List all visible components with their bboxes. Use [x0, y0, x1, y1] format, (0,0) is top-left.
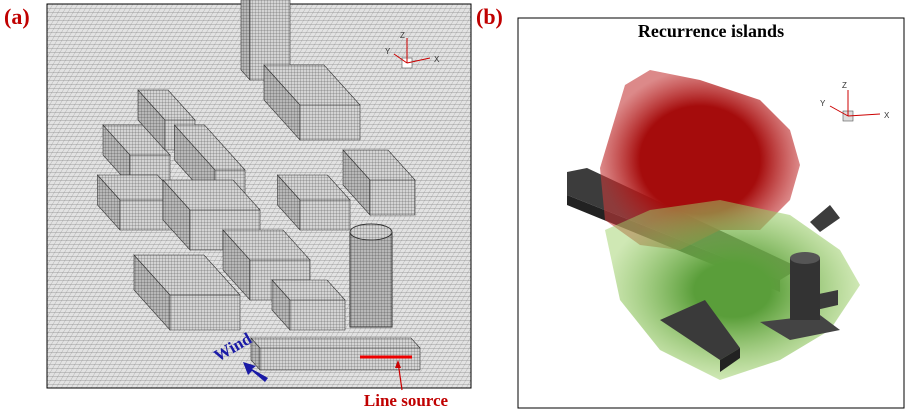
- source-label: Line source: [364, 391, 449, 410]
- axis-y: Y: [385, 47, 391, 56]
- cylinder: [350, 232, 392, 327]
- building-front: [300, 200, 350, 230]
- cylinder-top: [790, 252, 820, 264]
- figure: (a) Z X Y Wind Line source (b) Recurrenc…: [0, 0, 909, 414]
- axis-z: Z: [400, 31, 405, 40]
- panel-title: Recurrence islands: [638, 21, 784, 41]
- panel-label: (a): [4, 4, 30, 29]
- cylinder: [790, 258, 820, 320]
- building-front: [370, 180, 415, 215]
- building-side: [241, 0, 250, 80]
- cylinder-top: [350, 224, 392, 240]
- building-front: [300, 105, 360, 140]
- building-top: [251, 338, 420, 348]
- axis-x: X: [884, 111, 890, 120]
- axis-z: Z: [842, 81, 847, 90]
- building-front: [170, 295, 240, 330]
- axis-x: X: [434, 55, 440, 64]
- panel-label: (b): [476, 4, 503, 29]
- building-front: [290, 300, 345, 330]
- axis-y: Y: [820, 99, 826, 108]
